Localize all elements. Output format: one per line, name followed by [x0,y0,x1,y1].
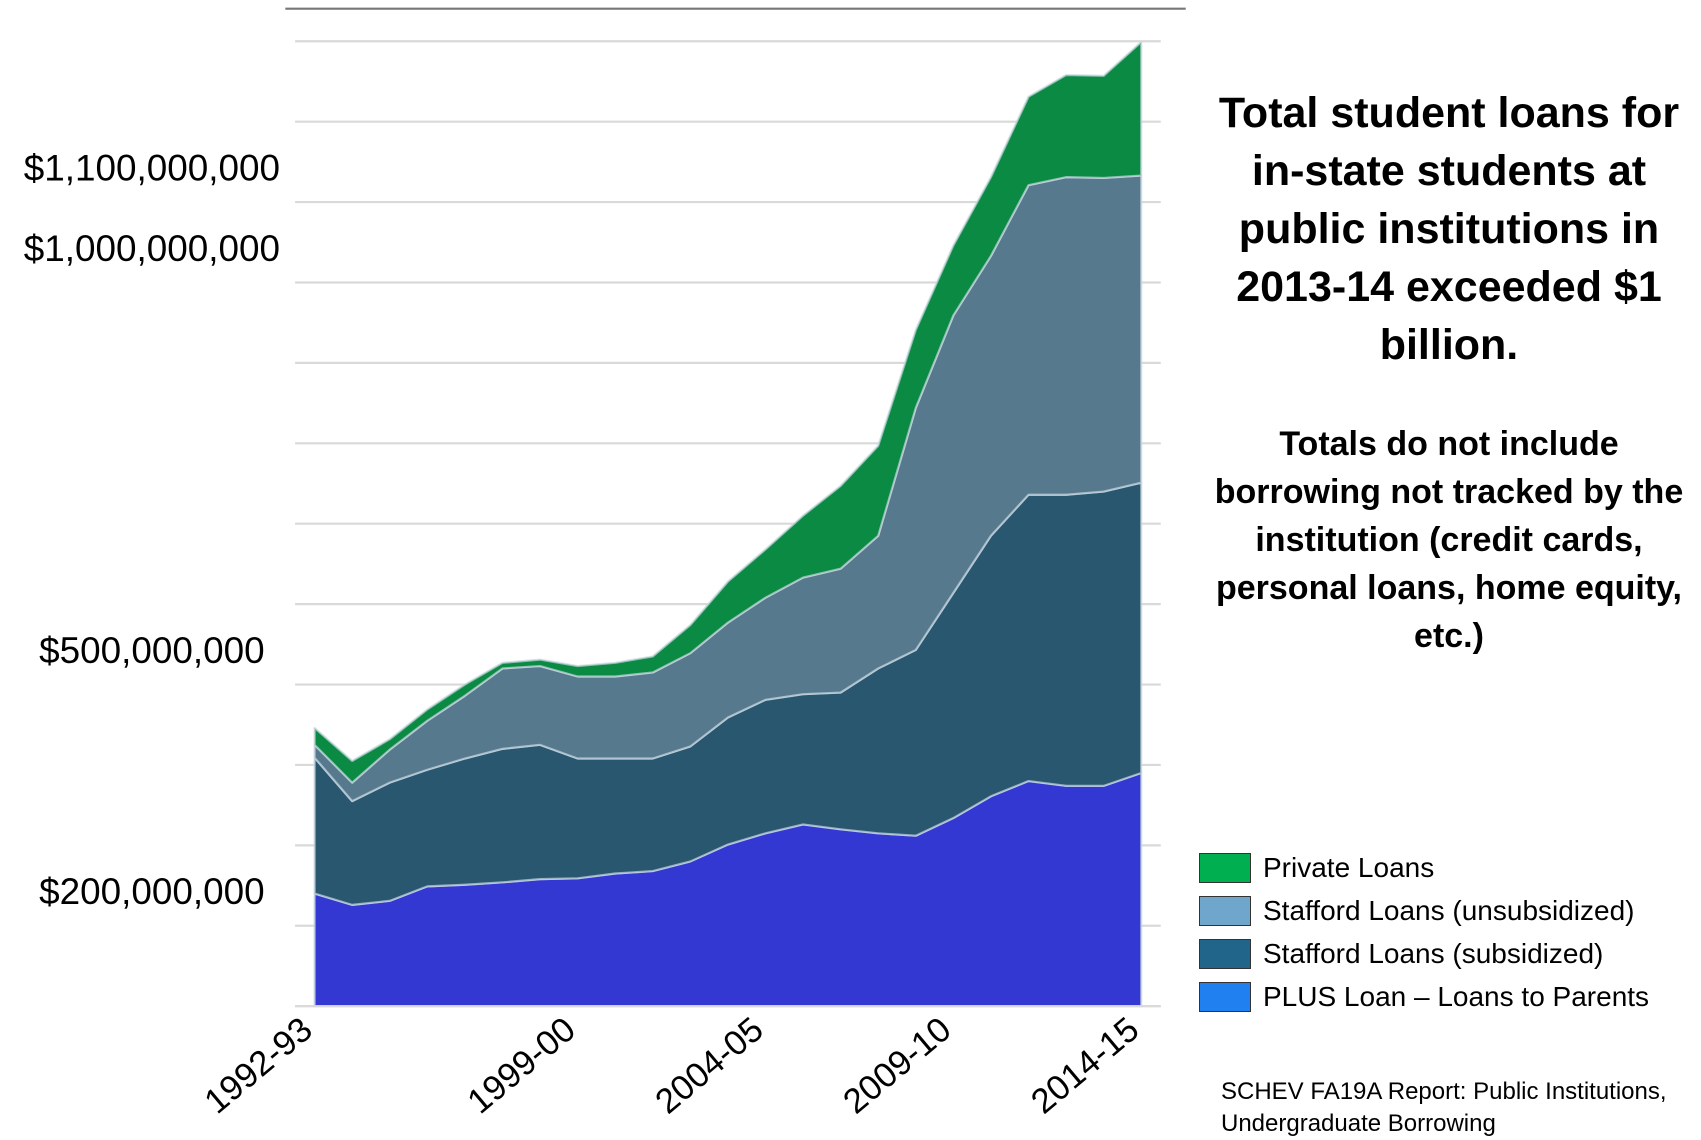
legend-item: Stafford Loans (unsubsidized) [1199,889,1649,932]
y-tick-label: $200,000,000 [39,871,265,912]
legend-label: Private Loans [1263,851,1435,883]
legend-swatch [1199,981,1251,1012]
x-tick-label: 2004-05 [649,1010,771,1121]
legend-item: Stafford Loans (subsidized) [1199,932,1649,975]
legend: Private Loans Stafford Loans (unsubsidize… [1199,846,1649,1018]
area [313,40,1143,784]
chart-title: Total student loans for in-state student… [1218,89,1680,369]
legend-item: Private Loans [1199,846,1649,889]
x-tick-label: 1992-93 [198,1010,320,1121]
areas [313,40,1143,1008]
y-tick-label: $1,100,000,000 [24,147,280,188]
x-tick-label: 2014-15 [1024,1010,1146,1121]
legend-swatch [1199,895,1251,926]
y-tick-label: $1,000,000,000 [24,228,280,269]
legend-label: Stafford Loans (unsubsidized) [1263,894,1635,926]
legend-swatch [1199,852,1251,883]
legend-label: PLUS Loan – Loans to Parents [1263,980,1650,1012]
x-tick-label: 1999-00 [461,1010,583,1121]
legend-swatch [1199,938,1251,969]
source-note: SCHEV FA19A Report: Public Institutions,… [1221,1078,1667,1137]
x-tick-label: 2009-10 [836,1010,958,1121]
legend-item: PLUS Loan – Loans to Parents [1199,975,1649,1018]
y-tick-label: $500,000,000 [39,630,265,671]
legend-label: Stafford Loans (subsidized) [1263,937,1604,969]
chart-subtitle: Totals do not include borrowing not trac… [1214,425,1684,655]
